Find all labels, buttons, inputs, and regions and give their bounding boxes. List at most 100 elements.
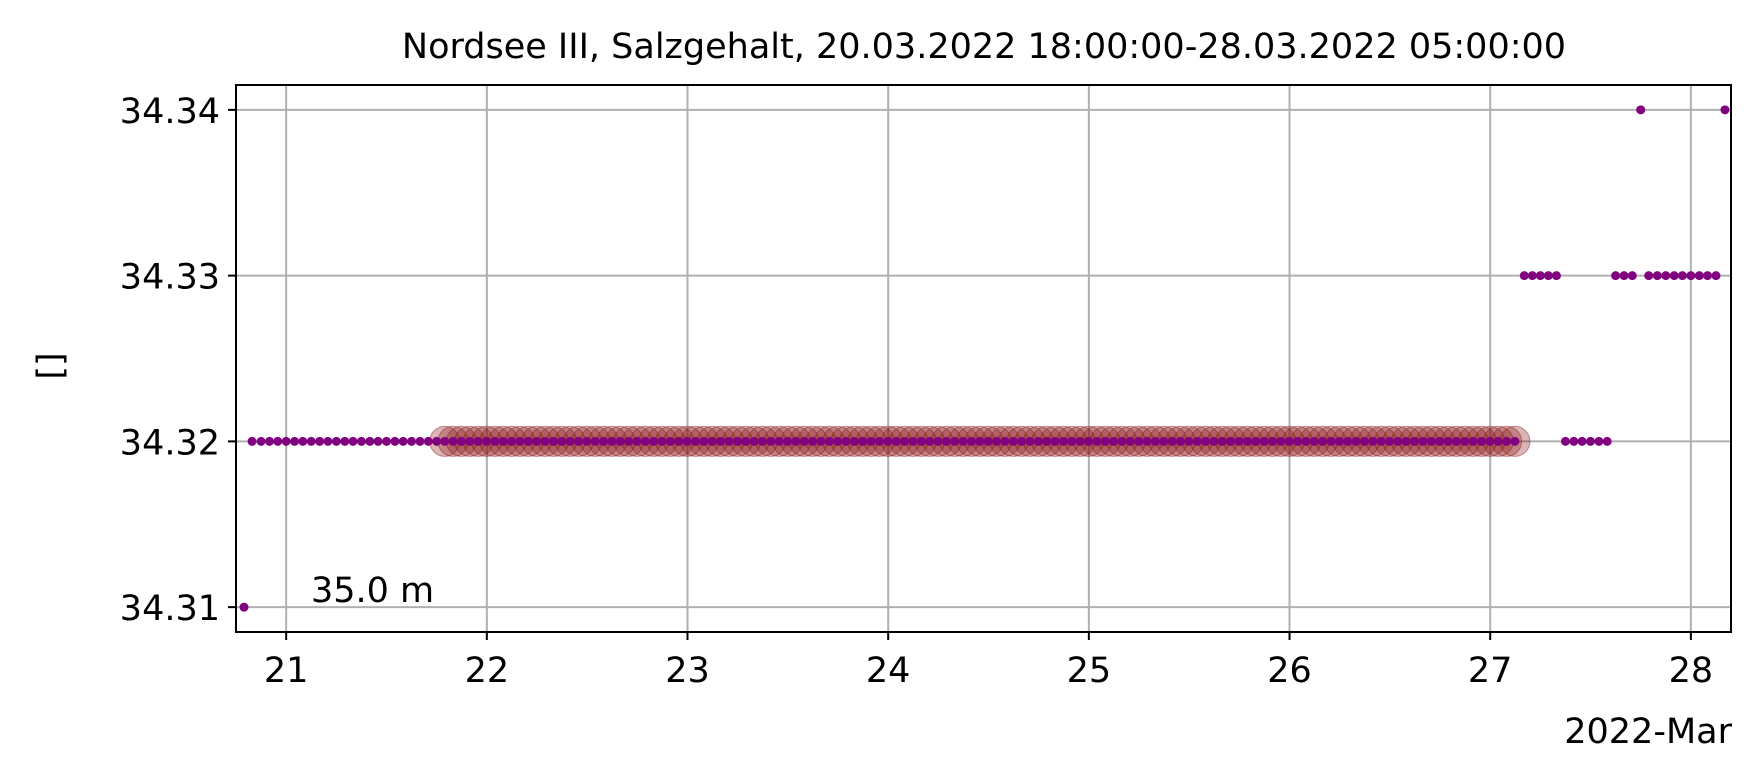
y-tick-label: 34.31 <box>120 589 220 629</box>
data-point <box>1242 436 1252 446</box>
data-point <box>482 436 492 446</box>
data-point <box>791 436 801 446</box>
data-point <box>1192 436 1202 446</box>
data-point <box>373 436 383 446</box>
data-point <box>1519 271 1529 281</box>
x-tick-label: 27 <box>1468 651 1513 691</box>
data-point <box>315 436 325 446</box>
data-point <box>1551 271 1561 281</box>
x-axis-label: 2022-Mar <box>1564 712 1732 752</box>
data-point <box>356 436 366 446</box>
data-point <box>1460 436 1470 446</box>
data-point <box>1720 105 1730 115</box>
depth-annotation: 35.0 m <box>311 571 434 611</box>
data-point <box>448 436 458 446</box>
data-point <box>1426 436 1436 446</box>
data-point <box>1535 271 1545 281</box>
data-point <box>1167 436 1177 446</box>
data-point <box>749 436 759 446</box>
data-point <box>557 436 567 446</box>
data-point <box>699 436 709 446</box>
x-axis-ticks: 21 22 23 24 25 26 27 28 <box>264 632 1713 691</box>
data-point <box>757 436 767 446</box>
data-point <box>465 436 475 446</box>
data-point <box>1703 271 1713 281</box>
data-point <box>941 436 951 446</box>
data-point <box>966 436 976 446</box>
data-point <box>1334 436 1344 446</box>
data-point <box>1686 271 1696 281</box>
data-point <box>1611 271 1621 281</box>
y-tick-label: 34.34 <box>120 92 220 132</box>
data-point <box>1042 436 1052 446</box>
data-point <box>1594 436 1604 446</box>
data-point <box>1201 436 1211 446</box>
data-point <box>515 436 525 446</box>
data-point <box>390 436 400 446</box>
data-point <box>665 436 675 446</box>
data-point <box>323 436 333 446</box>
data-point <box>1326 436 1336 446</box>
data-point <box>624 436 634 446</box>
data-point <box>1560 436 1570 446</box>
data-point <box>1284 436 1294 446</box>
data-point <box>398 436 408 446</box>
data-point <box>691 436 701 446</box>
data-point <box>498 436 508 446</box>
data-point <box>1502 436 1512 446</box>
data-point <box>1711 271 1721 281</box>
data-point <box>607 436 617 446</box>
data-point <box>540 436 550 446</box>
data-point <box>573 436 583 446</box>
data-point <box>1267 436 1277 446</box>
grid <box>236 85 1731 632</box>
data-point <box>1527 271 1537 281</box>
data-point <box>1008 436 1018 446</box>
data-point <box>1033 436 1043 446</box>
data-point <box>1150 436 1160 446</box>
data-point <box>1000 436 1010 446</box>
data-point <box>1159 436 1169 446</box>
data-point <box>741 436 751 446</box>
data-point <box>1468 436 1478 446</box>
data-point <box>925 436 935 446</box>
data-point <box>1368 436 1378 446</box>
data-point <box>874 436 884 446</box>
data-point <box>507 436 517 446</box>
data-point <box>1259 436 1269 446</box>
data-point <box>415 436 425 446</box>
data-point <box>1652 271 1662 281</box>
data-point <box>1644 271 1654 281</box>
data-point <box>1393 436 1403 446</box>
data-point <box>824 436 834 446</box>
data-point <box>582 436 592 446</box>
data-point <box>849 436 859 446</box>
data-point <box>1184 436 1194 446</box>
data-point <box>1301 436 1311 446</box>
data-point <box>1309 436 1319 446</box>
data-point <box>774 436 784 446</box>
data-point <box>1619 271 1629 281</box>
data-point <box>1636 105 1646 115</box>
data-point <box>1343 436 1353 446</box>
x-tick-label: 23 <box>665 651 710 691</box>
data-point <box>565 436 575 446</box>
data-point <box>1058 436 1068 446</box>
data-point <box>440 436 450 446</box>
data-point <box>632 436 642 446</box>
data-point <box>983 436 993 446</box>
data-point <box>707 436 717 446</box>
data-point <box>331 436 341 446</box>
chart-title: Nordsee III, Salzgehalt, 20.03.2022 18:0… <box>402 27 1566 67</box>
data-point <box>1109 436 1119 446</box>
data-point <box>950 436 960 446</box>
data-point <box>382 436 392 446</box>
data-point <box>1435 436 1445 446</box>
data-point <box>799 436 809 446</box>
data-point <box>256 436 266 446</box>
data-point <box>1017 436 1027 446</box>
data-point <box>1451 436 1461 446</box>
data-point <box>1677 271 1687 281</box>
y-tick-label: 34.33 <box>120 258 220 298</box>
data-point <box>1385 436 1395 446</box>
